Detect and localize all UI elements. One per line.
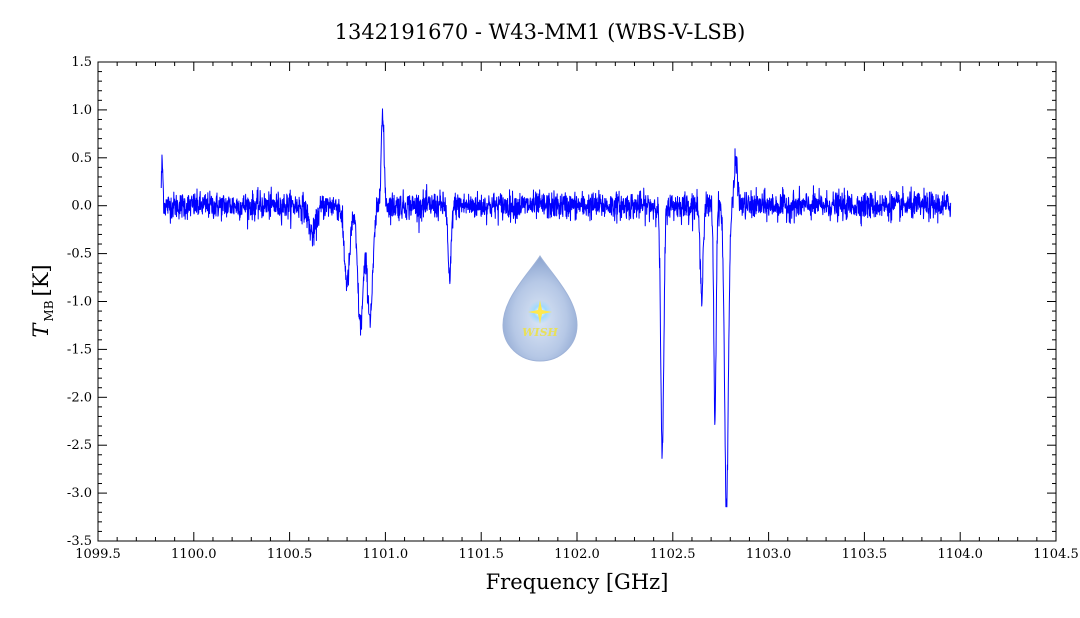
y-tick-label: 1.0 [71,103,92,118]
x-tick-label: 1100.5 [267,547,313,562]
wish-logo: WISH [502,255,578,362]
x-tick-label: 1099.5 [75,547,121,562]
y-tick-label: -1.0 [67,295,92,310]
y-tick-label: -3.5 [67,534,92,549]
x-tick-label: 1104.5 [1033,547,1079,562]
y-tick-label: 0.0 [71,199,92,214]
x-tick-label: 1102.0 [554,547,600,562]
x-tick-label: 1102.5 [650,547,696,562]
y-tick-label: -1.5 [67,342,92,357]
x-tick-label: 1101.0 [363,547,409,562]
y-tick-label: 0.5 [71,151,92,166]
x-tick-label: 1103.5 [842,547,888,562]
x-tick-label: 1104.0 [937,547,983,562]
svg-text:TMB[K]: TMB[K] [29,264,56,337]
y-tick-label: 1.5 [71,55,92,70]
x-tick-label: 1103.0 [746,547,792,562]
spectrum-line [160,108,952,508]
y-tick-label: -3.0 [67,486,92,501]
y-tick-label: -2.5 [67,438,92,453]
star-icon [528,300,552,324]
chart-title: 1342191670 - W43-MM1 (WBS-V-LSB) [335,20,746,44]
plot-frame [97,61,1057,542]
x-tick-label: 1100.0 [171,547,217,562]
logo-text: WISH [522,326,558,339]
x-axis-title: Frequency [GHz] [486,570,669,594]
x-tick-label: 1101.5 [458,547,504,562]
y-tick-label: -0.5 [67,247,92,262]
y-tick-label: -2.0 [67,390,92,405]
y-axis-title: TMB[K] [29,264,56,337]
